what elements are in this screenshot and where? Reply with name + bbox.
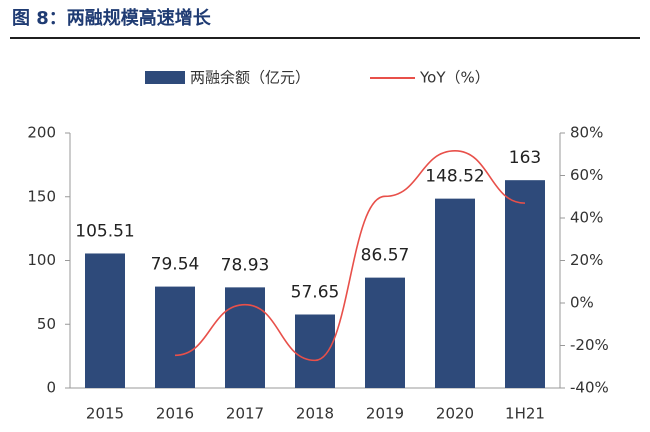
bar — [505, 180, 545, 388]
bar — [225, 287, 265, 388]
bar — [295, 314, 335, 388]
y-tick-label: 150 — [27, 187, 56, 205]
legend-label: YoY（%） — [419, 69, 490, 87]
legend-swatch — [145, 71, 185, 84]
x-tick-label: 2020 — [436, 405, 474, 423]
value-label: 79.54 — [151, 255, 200, 275]
y-tick-label: 100 — [27, 251, 56, 269]
y-tick-label: 50 — [37, 315, 56, 333]
y2-tick-label: 0% — [570, 294, 594, 312]
value-label: 86.57 — [361, 246, 410, 266]
bar — [155, 286, 195, 388]
value-label: 57.65 — [291, 282, 340, 302]
x-tick-label: 2019 — [366, 405, 404, 423]
y2-tick-label: 60% — [570, 166, 603, 184]
y2-tick-label: -20% — [570, 336, 609, 354]
x-tick-label: 2016 — [156, 405, 194, 423]
y2-tick-label: 80% — [570, 124, 603, 142]
x-tick-label: 1H21 — [505, 405, 545, 423]
bar — [85, 253, 125, 388]
x-tick-label: 2015 — [86, 405, 124, 423]
bar — [435, 198, 475, 388]
bar — [365, 277, 405, 388]
value-label: 78.93 — [221, 255, 270, 275]
y2-tick-label: 40% — [570, 209, 603, 227]
y2-tick-label: -40% — [570, 379, 609, 397]
line — [174, 150, 526, 362]
legend-label: 两融余额（亿元） — [190, 69, 310, 87]
value-label: 163 — [509, 148, 541, 168]
y-tick-label: 200 — [27, 124, 56, 142]
x-tick-label: 2018 — [296, 405, 334, 423]
value-label: 105.51 — [75, 221, 134, 241]
chart-title: 图 8：两融规模高速增长 — [12, 7, 212, 29]
y2-tick-label: 20% — [570, 251, 603, 269]
x-tick-label: 2017 — [226, 405, 264, 423]
value-label: 148.52 — [425, 167, 484, 187]
y-tick-label: 0 — [46, 379, 56, 397]
